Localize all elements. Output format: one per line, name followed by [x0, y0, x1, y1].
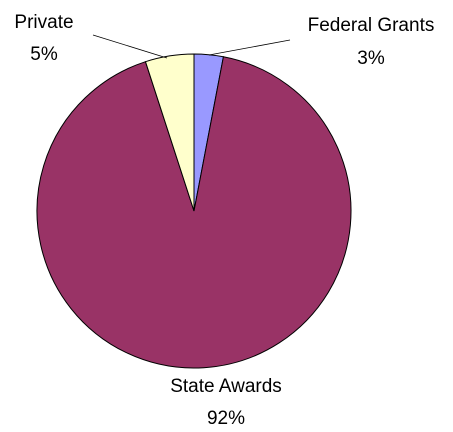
- slice-value-federal-grants: 3%: [357, 48, 385, 69]
- pie-slices: [36, 53, 352, 369]
- leader-line-private: [92, 34, 168, 59]
- slice-value-private: 5%: [30, 44, 58, 65]
- slice-label-federal-grants: Federal Grants: [308, 15, 435, 36]
- slice-label-state-awards: State Awards: [170, 376, 282, 397]
- pie-labels: Federal Grants 3% State Awards 92% Private 5%: [14, 12, 434, 429]
- pie-leader-lines: [92, 34, 291, 59]
- pie-slice-state-awards: [36, 56, 352, 369]
- leader-line-federal-grants: [208, 39, 291, 56]
- pie-slice-private: [144, 53, 195, 212]
- slice-value-state-awards: 92%: [207, 408, 245, 429]
- slice-label-private: Private: [14, 12, 73, 33]
